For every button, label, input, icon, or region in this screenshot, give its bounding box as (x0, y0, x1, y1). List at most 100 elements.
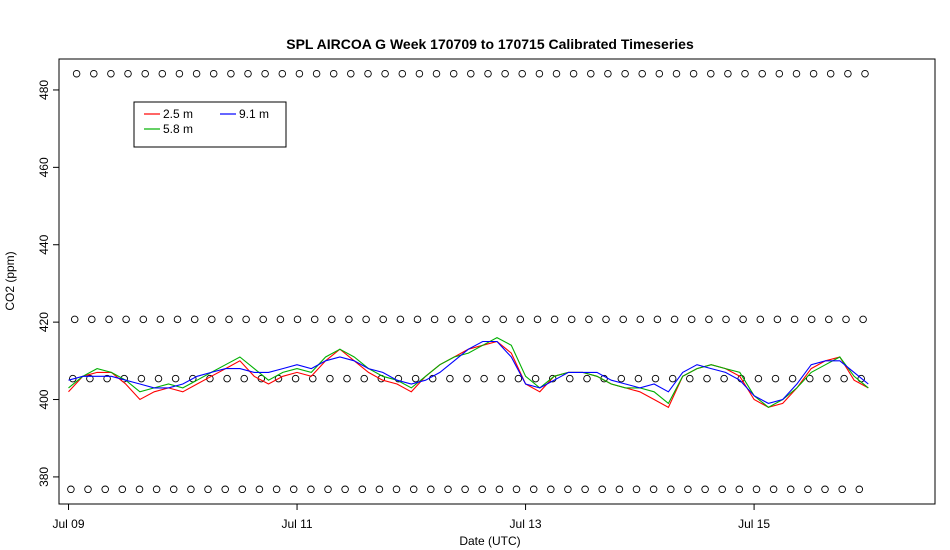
reference-point (769, 485, 778, 494)
reference-point (516, 315, 525, 324)
y-tick-label: 400 (37, 389, 51, 409)
reference-point (238, 485, 247, 494)
reference-point (651, 374, 660, 383)
reference-point (718, 485, 726, 494)
reference-point (484, 69, 492, 78)
reference-point (585, 315, 593, 324)
reference-point (619, 315, 627, 324)
reference-point (345, 315, 353, 324)
reference-point (722, 315, 730, 324)
y-tick-label: 440 (37, 234, 51, 254)
reference-point (809, 69, 818, 78)
reference-point (529, 485, 538, 494)
reference-point (324, 485, 332, 494)
reference-row-2 (70, 315, 867, 324)
reference-point (276, 315, 285, 324)
reference-point (154, 374, 163, 383)
reference-point (581, 485, 589, 494)
reference-point (427, 485, 435, 494)
reference-point (535, 69, 544, 78)
reference-point (465, 315, 473, 324)
reference-point (156, 315, 165, 324)
reference-point (175, 69, 184, 78)
reference-point (463, 374, 471, 383)
reference-point (552, 69, 561, 78)
reference-point (326, 374, 334, 383)
reference-point (255, 485, 264, 494)
reference-point (602, 315, 610, 324)
reference-point (375, 485, 384, 494)
x-axis-label: Date (UTC) (459, 534, 520, 548)
legend-label: 5.8 m (163, 122, 193, 136)
reference-point (621, 69, 629, 78)
reference-point (482, 315, 490, 324)
reference-point (227, 69, 235, 78)
reference-point (88, 315, 96, 324)
reference-point (705, 315, 713, 324)
reference-point (139, 315, 148, 324)
reference-point (223, 374, 231, 383)
reference-point (67, 485, 75, 494)
reference-point (169, 485, 178, 494)
reference-point (790, 315, 799, 324)
series-line-5-8-m (68, 336, 869, 408)
reference-point (310, 315, 319, 324)
x-tick-label: Jul 15 (738, 517, 770, 531)
reference-point (724, 69, 732, 78)
reference-point (122, 315, 130, 324)
reference-point (312, 69, 321, 78)
reference-point (775, 69, 784, 78)
reference-point (152, 485, 161, 494)
reference-row-0 (67, 485, 864, 494)
reference-point (448, 315, 456, 324)
reference-point (413, 315, 422, 324)
reference-point (653, 315, 662, 324)
reference-point (225, 315, 233, 324)
series-lines (68, 336, 869, 409)
reference-point (221, 485, 229, 494)
reference-point (430, 315, 439, 324)
reference-point (615, 485, 624, 494)
reference-point (604, 69, 612, 78)
reference-point (208, 315, 216, 324)
reference-point (771, 374, 780, 383)
reference-point (107, 69, 115, 78)
reference-point (773, 315, 782, 324)
y-axis-label: CO2 (ppm) (3, 251, 17, 310)
reference-point (667, 485, 675, 494)
reference-point (632, 485, 641, 494)
reference-point (735, 485, 744, 494)
reference-point (825, 315, 833, 324)
reference-point (672, 69, 681, 78)
reference-point (446, 374, 454, 383)
y-axis: 380 400 420 440 460 480 (37, 80, 60, 487)
reference-point (293, 315, 302, 324)
reference-point (187, 485, 195, 494)
reference-point (758, 69, 766, 78)
reference-point (547, 485, 555, 494)
reference-point (362, 315, 370, 324)
reference-point (806, 374, 814, 383)
reference-point (720, 374, 728, 383)
reference-point (478, 485, 486, 494)
reference-point (499, 315, 507, 324)
x-tick-label: Jul 13 (510, 517, 542, 531)
reference-point (291, 374, 300, 383)
reference-row-3 (72, 69, 869, 78)
reference-point (360, 374, 368, 383)
reference-point (501, 69, 509, 78)
reference-point (158, 69, 167, 78)
reference-point (398, 69, 407, 78)
y-tick-label: 480 (37, 80, 51, 100)
legend-label: 9.1 m (239, 107, 269, 121)
reference-point (564, 485, 572, 494)
reference-point (103, 374, 111, 383)
reference-point (141, 69, 149, 78)
reference-point (343, 374, 351, 383)
reference-point (72, 69, 81, 78)
reference-point (341, 485, 349, 494)
reference-point (105, 315, 113, 324)
reference-point (497, 374, 506, 383)
reference-point (480, 374, 488, 383)
reference-point (364, 69, 372, 78)
